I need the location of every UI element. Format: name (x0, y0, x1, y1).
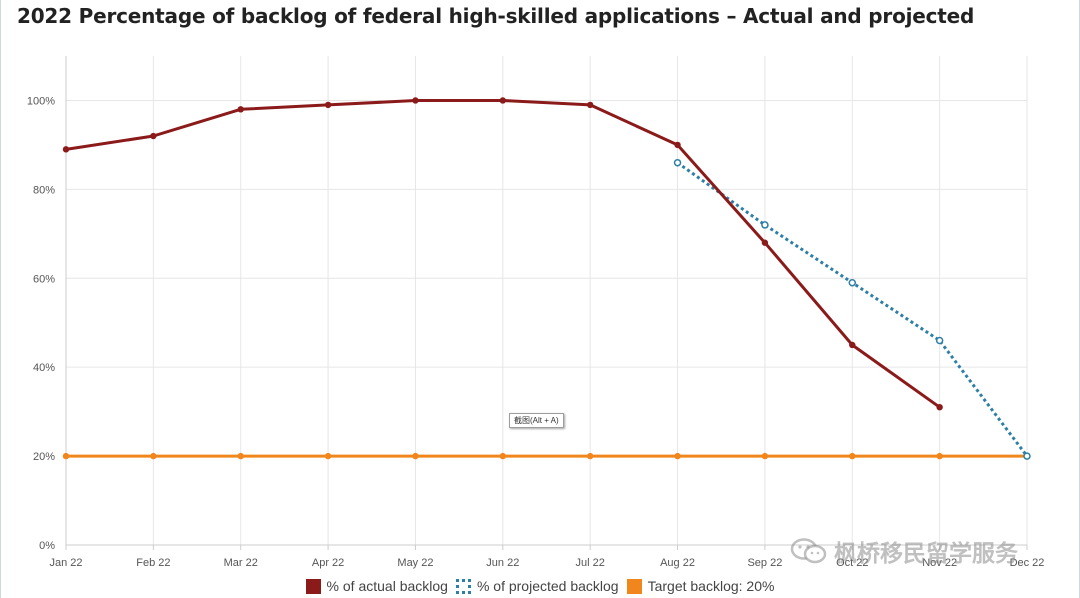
legend-label-projected: % of projected backlog (476, 578, 619, 594)
actual-point (936, 403, 943, 411)
target-point (849, 452, 856, 460)
x-tick-label: Nov 22 (922, 557, 957, 569)
legend-label-actual: % of actual backlog (326, 578, 448, 594)
projected-point (761, 221, 769, 229)
legend-swatch-projected (455, 578, 471, 594)
x-tick-label: Oct 22 (836, 557, 868, 569)
target-point (412, 452, 419, 460)
projected-point (1023, 452, 1031, 460)
projected-point (935, 336, 944, 345)
target-point (936, 452, 943, 460)
chart-legend: % of actual backlog % of projected backl… (0, 578, 1080, 594)
x-tick-label: Sep 22 (747, 557, 782, 569)
actual-point (324, 101, 332, 109)
target-point (150, 452, 157, 460)
legend-label-target: Target backlog: 20% (647, 578, 775, 594)
target-point (586, 452, 594, 460)
x-tick-label: Mar 22 (224, 557, 258, 569)
target-point (499, 452, 507, 460)
legend-item-projected[interactable]: % of projected backlog (455, 578, 619, 594)
x-tick-label: Jan 22 (49, 557, 82, 569)
y-tick-label: 0% (39, 540, 55, 552)
x-tick-label: Jun 22 (486, 557, 519, 569)
actual-point (586, 101, 594, 109)
target-point (62, 452, 70, 460)
chart-title: 2022 Percentage of backlog of federal hi… (17, 4, 975, 28)
frame-left-border (0, 0, 1, 598)
actual-point (150, 132, 157, 140)
watermark: 枫桥移民留学服务 (790, 534, 1018, 568)
y-tick-label: 60% (33, 273, 55, 285)
legend-item-target[interactable]: Target backlog: 20% (626, 578, 775, 594)
screenshot-tooltip: 截图(Alt + A) (509, 413, 564, 428)
x-tick-label: Aug 22 (660, 557, 695, 569)
x-tick-label: Apr 22 (312, 557, 344, 569)
x-tick-label: Jul 22 (576, 557, 605, 569)
actual-point (761, 239, 769, 246)
actual-point (499, 97, 507, 104)
legend-swatch-target (626, 578, 642, 594)
actual-point (237, 106, 244, 113)
legend-swatch-actual (305, 578, 321, 594)
wechat-icon (790, 538, 827, 564)
target-point (674, 452, 681, 460)
y-tick-label: 40% (33, 362, 55, 374)
actual-point (62, 146, 70, 153)
projected-point (848, 278, 857, 287)
target-point (761, 452, 769, 460)
target-point (324, 452, 332, 460)
watermark-text: 枫桥移民留学服务 (834, 541, 1018, 567)
x-tick-label: Feb 22 (136, 557, 170, 569)
y-tick-label: 80% (33, 184, 55, 196)
y-tick-label: 20% (33, 451, 55, 463)
projected-point (673, 158, 682, 167)
y-tick-label: 100% (27, 95, 55, 107)
x-tick-label: Dec 22 (1010, 557, 1045, 569)
target-point (237, 452, 244, 460)
actual-point (849, 341, 856, 349)
actual-point (412, 97, 419, 104)
actual-point (674, 141, 681, 149)
x-tick-label: May 22 (397, 557, 433, 569)
legend-item-actual[interactable]: % of actual backlog (305, 578, 448, 594)
